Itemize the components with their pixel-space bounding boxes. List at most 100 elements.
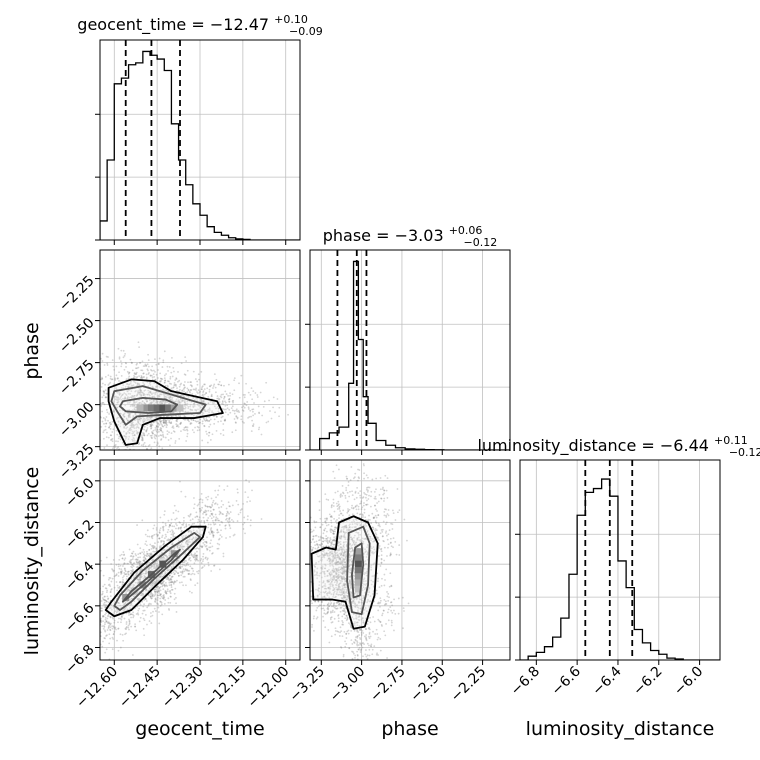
scatter-point	[218, 519, 221, 522]
scatter-point	[177, 415, 180, 418]
scatter-point	[164, 599, 167, 601]
scatter-point	[202, 393, 204, 396]
scatter-point	[113, 444, 116, 447]
scatter-point	[192, 529, 195, 532]
scatter-point	[149, 583, 152, 586]
scatter-point	[188, 569, 191, 572]
scatter-point	[140, 417, 142, 420]
scatter-point	[142, 420, 145, 423]
scatter-point	[159, 594, 161, 596]
scatter-point	[344, 645, 347, 648]
scatter-point	[151, 369, 153, 372]
scatter-point	[186, 569, 188, 572]
scatter-point	[130, 597, 133, 600]
scatter-point	[141, 391, 144, 394]
scatter-point	[177, 526, 180, 529]
scatter-point	[241, 420, 244, 423]
scatter-point	[226, 407, 229, 410]
scatter-point	[252, 423, 255, 426]
scatter-point	[153, 590, 156, 593]
scatter-point	[83, 427, 85, 429]
scatter-point	[133, 576, 135, 579]
scatter-point	[198, 421, 201, 424]
scatter-point	[126, 397, 129, 400]
scatter-point	[224, 524, 227, 527]
scatter-point	[116, 639, 118, 642]
scatter-point	[125, 592, 128, 595]
scatter-point	[181, 523, 184, 526]
scatter-point	[201, 506, 204, 509]
scatter-point	[109, 577, 112, 579]
scatter-point	[125, 362, 128, 365]
scatter-point	[200, 400, 203, 403]
scatter-point	[166, 365, 169, 368]
scatter-point	[163, 583, 166, 586]
scatter-point	[138, 393, 141, 396]
scatter-point	[138, 560, 141, 562]
scatter-point	[188, 523, 190, 526]
scatter-point	[194, 552, 196, 555]
scatter-point	[210, 513, 213, 515]
scatter-point	[82, 640, 84, 642]
scatter-point	[88, 394, 90, 396]
scatter-point	[115, 417, 118, 420]
scatter-point	[199, 509, 201, 512]
scatter-point	[168, 394, 170, 397]
scatter-point	[138, 418, 141, 421]
scatter-point	[168, 390, 170, 393]
scatter-point	[151, 385, 154, 388]
scatter-point	[185, 428, 188, 431]
scatter-point	[166, 424, 168, 427]
scatter-point	[121, 615, 123, 618]
scatter-point	[151, 393, 153, 396]
scatter-point	[151, 585, 154, 588]
scatter-point	[139, 389, 141, 392]
scatter-point	[117, 397, 120, 399]
scatter-point	[154, 610, 157, 612]
scatter-point	[272, 406, 274, 409]
scatter-point	[242, 523, 244, 526]
scatter-point	[162, 525, 165, 528]
scatter-point	[123, 617, 126, 620]
scatter-point	[192, 537, 195, 540]
scatter-point	[206, 419, 208, 421]
scatter-point	[129, 400, 132, 403]
scatter-point	[162, 556, 165, 558]
scatter-point	[101, 401, 104, 404]
scatter-point	[180, 526, 183, 529]
scatter-point	[123, 568, 126, 570]
scatter-point	[92, 635, 94, 637]
scatter-point	[100, 593, 103, 596]
scatter-point	[141, 438, 144, 441]
scatter-point	[95, 599, 97, 601]
scatter-point	[167, 538, 170, 541]
scatter-point	[106, 629, 109, 631]
scatter-point	[90, 633, 92, 635]
scatter-point	[184, 356, 187, 358]
scatter-point	[387, 533, 390, 536]
scatter-point	[186, 432, 189, 435]
scatter-point	[136, 394, 139, 396]
scatter-point	[117, 571, 120, 574]
scatter-point	[168, 581, 171, 584]
scatter-point	[136, 417, 138, 420]
scatter-point	[387, 514, 390, 517]
scatter-point	[96, 596, 98, 598]
scatter-point	[178, 403, 181, 405]
scatter-point	[120, 469, 122, 471]
scatter-point	[159, 516, 162, 519]
scatter-point	[191, 591, 193, 594]
scatter-point	[125, 621, 128, 623]
scatter-point	[150, 567, 152, 569]
scatter-point	[164, 570, 166, 573]
scatter-point	[296, 537, 298, 539]
scatter-point	[132, 400, 135, 403]
scatter-point	[150, 592, 152, 594]
scatter-point	[102, 394, 105, 397]
scatter-point	[154, 542, 156, 545]
scatter-point	[118, 416, 120, 419]
scatter-point	[133, 455, 135, 457]
scatter-point	[148, 567, 151, 570]
scatter-point	[97, 618, 99, 620]
scatter-point	[217, 519, 219, 522]
